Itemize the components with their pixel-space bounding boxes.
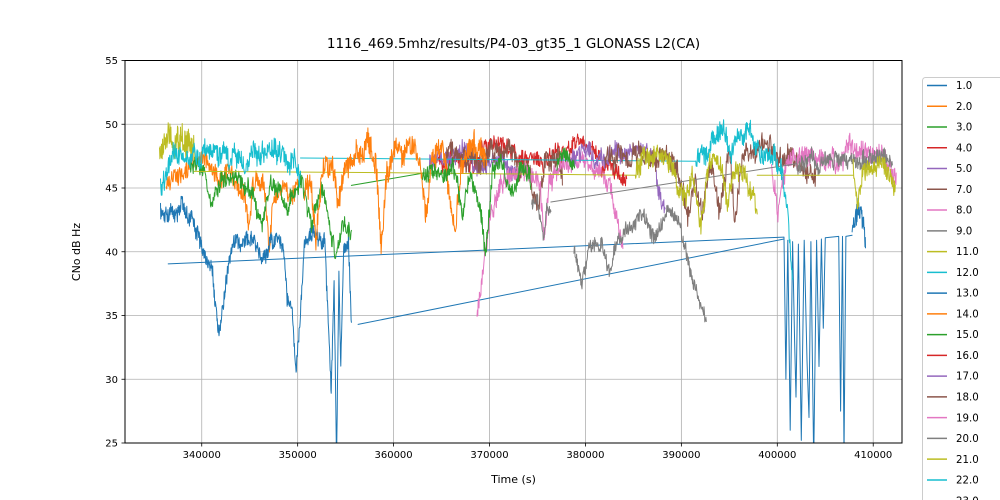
series-1.0: [167, 236, 785, 265]
legend-box: [922, 77, 1000, 500]
y-tick-label: 55: [105, 56, 118, 67]
x-tick-label: 340000: [183, 450, 221, 461]
series-7.0: [445, 138, 563, 211]
legend-label-21.0: 21.0: [956, 455, 979, 466]
legend-label-2.0: 2.0: [956, 102, 972, 113]
legend-label-22.0: 22.0: [956, 476, 979, 487]
legend-label-14.0: 14.0: [956, 309, 979, 320]
legend-label-16.0: 16.0: [956, 351, 979, 362]
x-tick-label: 380000: [566, 450, 604, 461]
legend-label-12.0: 12.0: [956, 268, 979, 279]
series-9.0: [573, 204, 707, 323]
series-13.0: [160, 195, 352, 443]
series-15.0: [421, 153, 532, 257]
legend-label-19.0: 19.0: [956, 413, 979, 424]
legend-label-17.0: 17.0: [956, 372, 979, 383]
series-8.0: [476, 150, 624, 317]
legend-label-23.0: 23.0: [956, 496, 979, 500]
legend-label-9.0: 9.0: [956, 226, 972, 237]
y-tick-label: 45: [105, 184, 118, 195]
series-3.0: [350, 172, 423, 186]
series-12.0: [160, 137, 301, 196]
legend-label-13.0: 13.0: [956, 289, 979, 300]
y-tick-label: 35: [105, 311, 118, 322]
x-tick-label: 410000: [854, 450, 892, 461]
series-19.0: [771, 132, 897, 223]
axis-ticks: 340000 350000 360000 370000 380000 390000 4000…: [105, 56, 892, 461]
y-tick-label: 25: [105, 439, 118, 450]
series-15.0: [556, 147, 576, 171]
y-tick-label: 50: [105, 120, 118, 131]
series-1.0: [783, 234, 853, 443]
x-tick-label: 360000: [374, 450, 412, 461]
y-tick-label: 30: [105, 375, 118, 386]
plot-title: 1116_469.5mhz/results/P4-03_gt35_1 GLONA…: [327, 36, 700, 52]
legend-label-11.0: 11.0: [956, 247, 979, 258]
legend-label-15.0: 15.0: [956, 330, 979, 341]
legend-label-18.0: 18.0: [956, 393, 979, 404]
series-11.0: [159, 122, 195, 160]
series-21.0: [634, 144, 758, 235]
series-layer: [159, 119, 897, 443]
x-tick-label: 400000: [758, 450, 796, 461]
series-1.0: [851, 197, 866, 249]
y-axis-label: CNo dB Hz: [70, 223, 83, 281]
series-16.0: [601, 158, 628, 187]
series-22.0: [695, 119, 794, 281]
series-14.0: [303, 127, 488, 255]
series-11.0: [193, 170, 636, 176]
x-axis-label: Time (s): [490, 473, 536, 486]
x-tick-label: 350000: [279, 450, 317, 461]
series-3.0: [189, 156, 352, 260]
legend-label-20.0: 20.0: [956, 434, 979, 445]
series-21.0: [852, 155, 896, 210]
grid: [125, 60, 902, 444]
legend-label-7.0: 7.0: [956, 185, 972, 196]
legend-label-8.0: 8.0: [956, 206, 972, 217]
legend: 1.0 2.0 3.0 4.0 5.0 7.0 8.0 9.0 11.0 12.0 13.0 14.0…: [922, 77, 1000, 500]
series-1.0: [357, 238, 785, 325]
x-tick-label: 370000: [470, 450, 508, 461]
y-tick-label: 40: [105, 247, 118, 258]
legend-label-1.0: 1.0: [956, 81, 972, 92]
series-20.0: [531, 193, 552, 241]
x-tick-label: 390000: [662, 450, 700, 461]
legend-label-5.0: 5.0: [956, 164, 972, 175]
series-20.0: [550, 163, 797, 203]
legend-label-4.0: 4.0: [956, 143, 972, 154]
legend-label-3.0: 3.0: [956, 123, 972, 134]
series-20.0: [796, 146, 893, 176]
